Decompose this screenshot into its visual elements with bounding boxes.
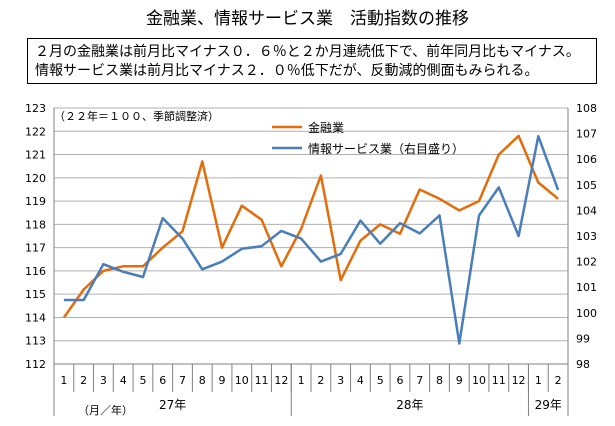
- x-unit-label: （月／年）: [78, 403, 133, 417]
- right-axis-tick-label: 105: [576, 179, 597, 192]
- month-tick-label: 12: [274, 374, 288, 387]
- left-axis-tick-label: 115: [25, 288, 46, 301]
- month-tick-label: 7: [416, 374, 423, 387]
- left-axis-tick-label: 113: [25, 335, 46, 348]
- right-axis-tick-label: 100: [576, 307, 597, 320]
- right-axis-tick-label: 103: [576, 230, 597, 243]
- month-tick-label: 3: [337, 374, 344, 387]
- month-tick-label: 7: [179, 374, 186, 387]
- month-tick-label: 11: [492, 374, 506, 387]
- month-tick-label: 8: [199, 374, 206, 387]
- left-axis-tick-label: 114: [25, 311, 46, 324]
- description-box: ２月の金融業は前月比マイナス０．６％と２か月連続低下で、前年同月比もマイナス。 …: [27, 38, 597, 84]
- month-tick-label: 5: [139, 374, 146, 387]
- left-axis-tick-label: 112: [25, 358, 46, 371]
- month-tick-label: 10: [472, 374, 486, 387]
- month-tick-label: 2: [317, 374, 324, 387]
- finance-line: [62, 134, 559, 319]
- chart-title: 金融業、情報サービス業 活動指数の推移: [146, 9, 469, 29]
- left-axis-tick-label: 121: [25, 149, 46, 162]
- right-axis-tick-label: 104: [576, 204, 597, 217]
- month-tick-label: 11: [255, 374, 269, 387]
- right-y-axis-ticks: 98 99 100 101 102 103 104 105 106 107 108: [576, 102, 597, 371]
- left-axis-tick-label: 122: [25, 125, 46, 138]
- month-tick-label: 9: [456, 374, 463, 387]
- month-tick-label: 2: [80, 374, 87, 387]
- left-axis-tick-label: 117: [25, 242, 46, 255]
- right-axis-tick-label: 107: [576, 128, 597, 141]
- legend-label: 情報サービス業（右目盛り）: [308, 141, 464, 156]
- month-tick-label: 12: [512, 374, 526, 387]
- chart-note: （２２年＝１００、季節調整済）: [54, 109, 219, 123]
- left-axis-tick-label: 116: [25, 265, 46, 278]
- left-axis-tick-label: 118: [25, 218, 46, 231]
- info-services-line: [63, 134, 560, 345]
- month-tick-label: 1: [60, 374, 67, 387]
- month-tick-label: 6: [159, 374, 166, 387]
- description-line-1: ２月の金融業は前月比マイナス０．６％と２か月連続低下で、前年同月比もマイナス。: [35, 44, 580, 60]
- series-lines: [62, 134, 560, 345]
- month-tick-label: 3: [100, 374, 107, 387]
- right-axis-tick-label: 98: [576, 358, 590, 371]
- month-tick-label: 5: [377, 374, 384, 387]
- right-axis-tick-label: 101: [576, 281, 597, 294]
- legend-label: 金融業: [308, 120, 344, 135]
- month-tick-label: 4: [120, 374, 127, 387]
- month-tick-label: 2: [555, 374, 562, 387]
- left-axis-tick-label: 120: [25, 172, 46, 185]
- left-y-axis-ticks: 112 113 114 115 116 117 118 119 120 121 122 123: [25, 102, 46, 371]
- description-line-2: 情報サービス業は前月比マイナス２．０％低下だが、反動減的側面もみられる。: [35, 63, 539, 79]
- month-tick-label: 9: [219, 374, 226, 387]
- month-tick-label: 1: [535, 374, 542, 387]
- right-axis-tick-label: 99: [576, 332, 590, 345]
- month-tick-label: 10: [235, 374, 249, 387]
- right-axis-tick-label: 106: [576, 153, 597, 166]
- year-label: 27年: [159, 398, 186, 412]
- month-tick-label: 8: [436, 374, 443, 387]
- month-tick-label: 1: [298, 374, 305, 387]
- left-axis-tick-label: 119: [25, 195, 46, 208]
- year-label: 29年: [535, 398, 562, 412]
- left-axis-tick-label: 123: [25, 102, 46, 115]
- month-tick-label: 6: [396, 374, 403, 387]
- month-tick-label: 4: [357, 374, 364, 387]
- right-axis-tick-label: 108: [576, 102, 597, 115]
- right-axis-tick-label: 102: [576, 256, 597, 269]
- year-label: 28年: [396, 398, 423, 412]
- axes: [53, 108, 569, 416]
